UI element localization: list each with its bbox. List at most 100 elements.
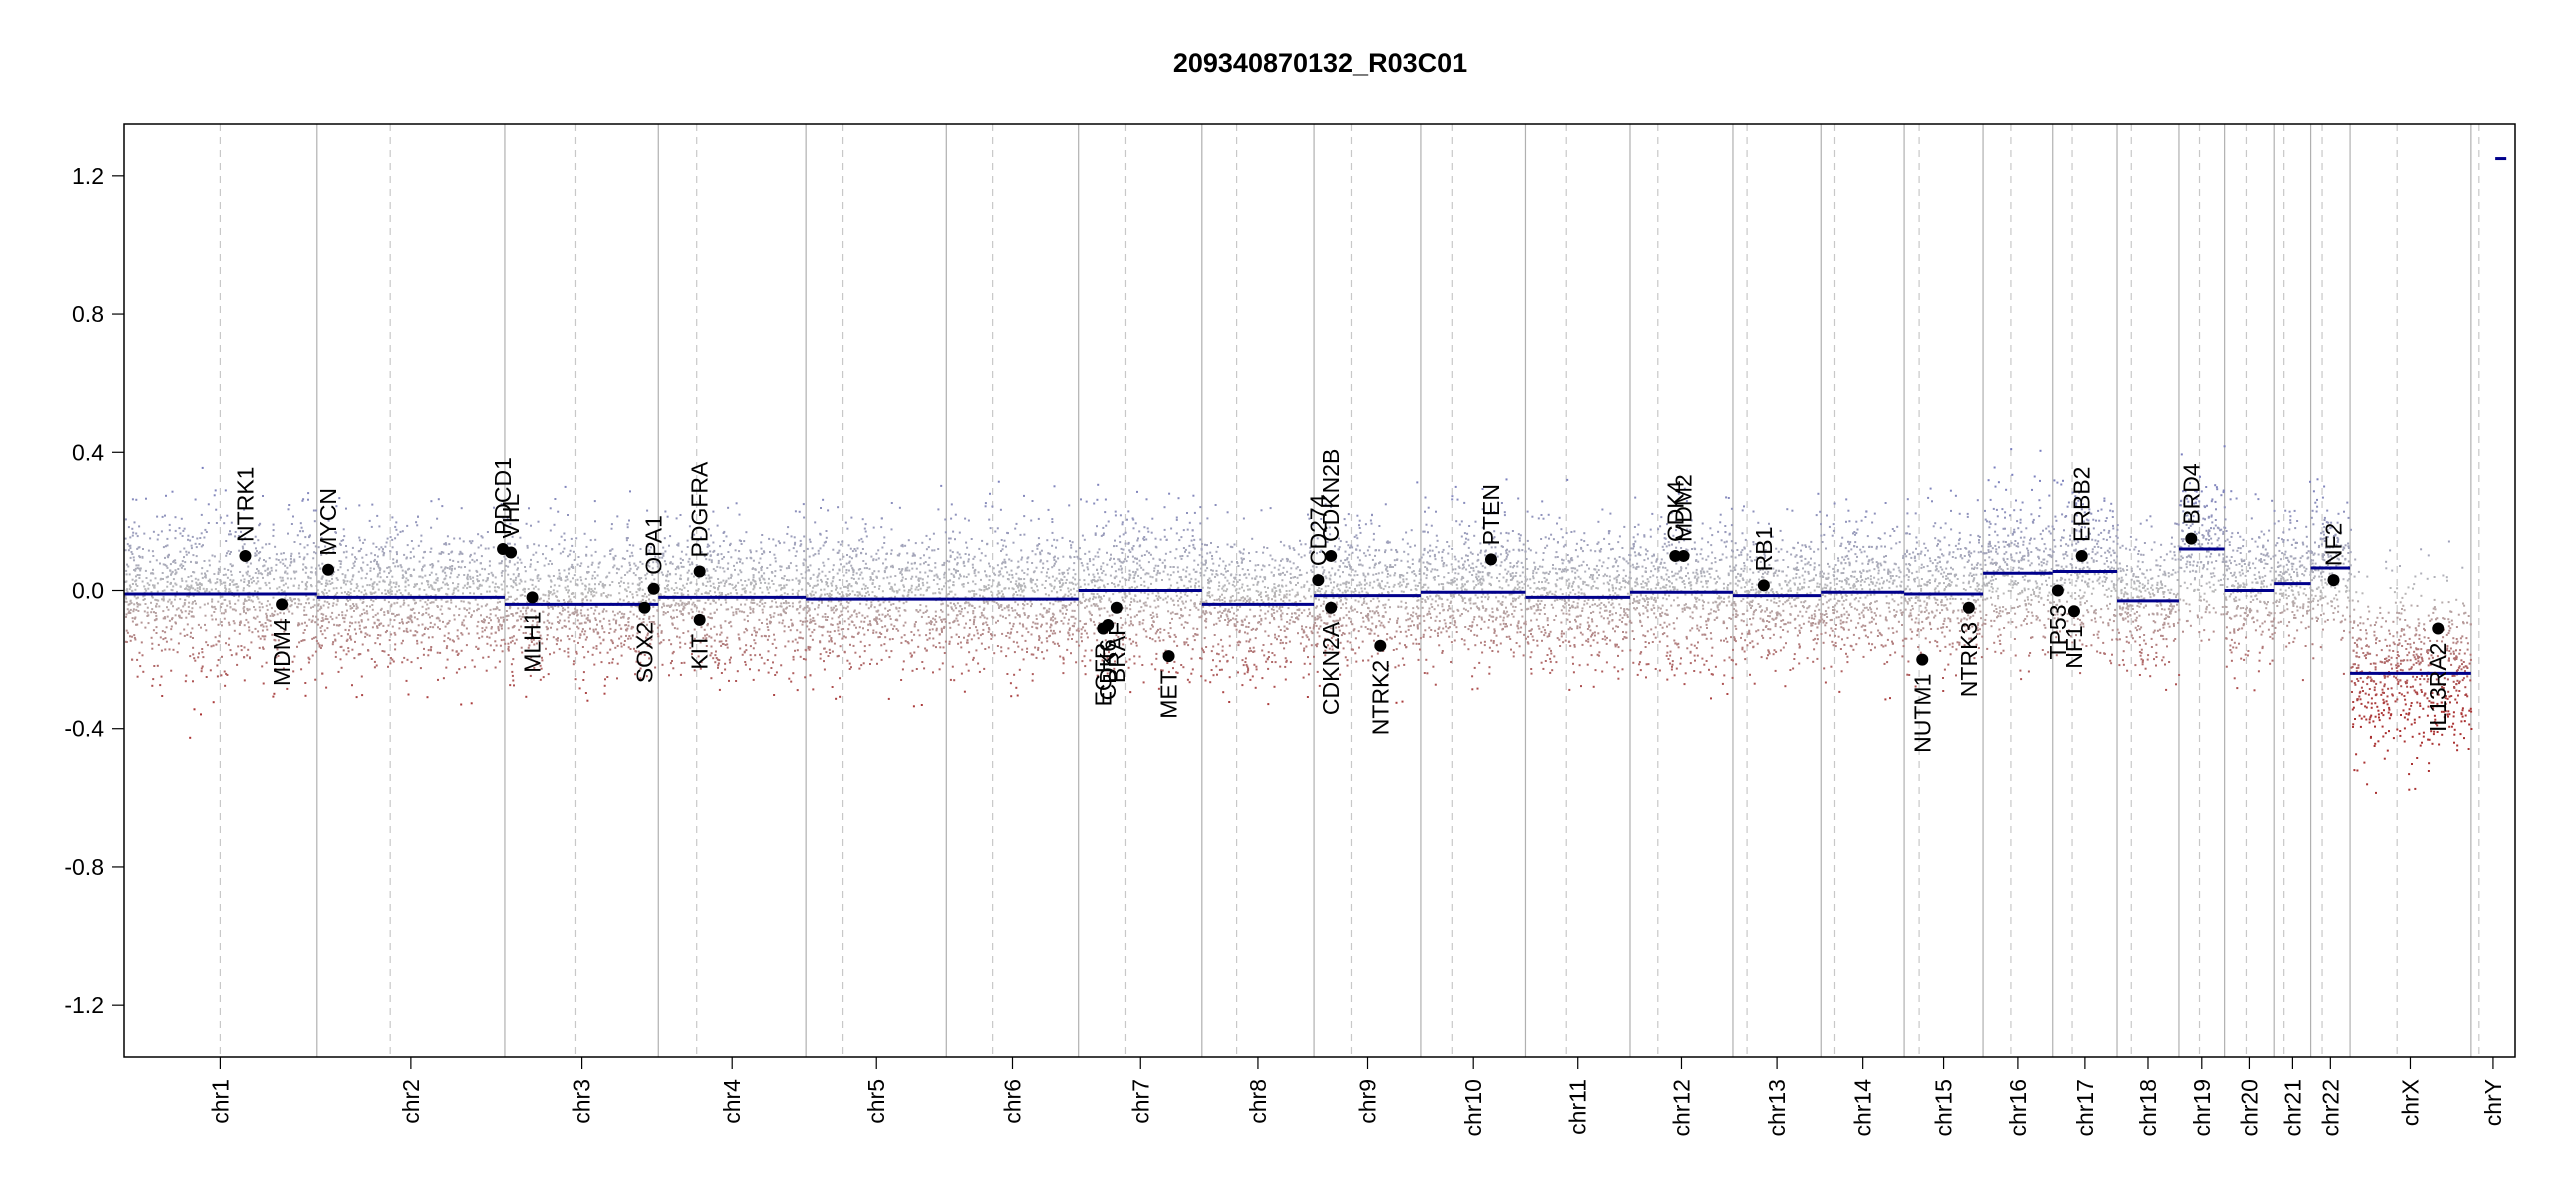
- gene-marker-TP53: [2051, 584, 2064, 597]
- gene-marker-BRD4: [2185, 532, 2198, 545]
- x-tick-label: chr15: [1931, 1079, 1957, 1137]
- gene-marker-NTRK2: [1374, 639, 1387, 652]
- gene-marker-CDK6: [1102, 619, 1115, 632]
- gene-marker-ERBB2: [2075, 549, 2088, 562]
- x-tick-label: chr20: [2236, 1079, 2262, 1137]
- gene-label-CDKN2A: CDKN2A: [1318, 621, 1344, 715]
- x-tick-label: chr14: [1850, 1079, 1876, 1137]
- probe-points-chr18: [2117, 515, 2181, 691]
- x-tick-label: chr16: [2005, 1079, 2031, 1137]
- y-tick-label: -0.8: [64, 854, 104, 880]
- y-tick-label: -1.2: [64, 992, 104, 1018]
- gene-label-BRAF: BRAF: [1104, 622, 1130, 683]
- probe-points-chrX: [2350, 540, 2473, 794]
- gene-label-MYCN: MYCN: [315, 488, 341, 556]
- gene-label-NTRK3: NTRK3: [1956, 622, 1982, 697]
- gene-marker-MYCN: [322, 563, 335, 576]
- x-tick-label: chr6: [999, 1079, 1025, 1124]
- gene-marker-OPA1: [647, 582, 660, 595]
- gene-label-OPA1: OPA1: [641, 515, 667, 575]
- gene-label-PTEN: PTEN: [1478, 484, 1504, 545]
- x-tick-label: chr11: [1565, 1079, 1591, 1135]
- x-tick-label: chr7: [1127, 1079, 1153, 1124]
- gene-label-ERBB2: ERBB2: [2069, 467, 2095, 542]
- x-tick-label: chr13: [1764, 1079, 1790, 1137]
- gene-marker-BRAF: [1110, 601, 1123, 614]
- gene-label-VHL: VHL: [498, 494, 524, 539]
- x-tick-label: chr19: [2189, 1079, 2215, 1137]
- gene-label-NTRK1: NTRK1: [232, 467, 258, 542]
- probe-points-chr17: [2052, 479, 2119, 675]
- x-tick-label: chr21: [2279, 1079, 2305, 1137]
- probe-points-chr20: [2224, 490, 2276, 692]
- x-tick-label: chrY: [2480, 1079, 2506, 1126]
- gene-label-CDK4: CDK4: [1662, 480, 1688, 542]
- x-tick-label: chrX: [2397, 1079, 2423, 1126]
- gene-marker-MET: [1162, 650, 1175, 663]
- gene-label-MDM2: MDM2: [1671, 474, 1697, 542]
- x-tick-label: chr17: [2072, 1079, 2098, 1137]
- gene-label-KIT: KIT: [687, 634, 713, 670]
- probe-points-chr12: [1630, 487, 1735, 700]
- gene-marker-CDK4: [1669, 549, 1682, 562]
- gene-marker-IL13RA2: [2432, 622, 2445, 635]
- y-tick-label: 0.4: [72, 439, 104, 465]
- gene-label-SOX2: SOX2: [631, 622, 657, 683]
- y-tick-label: 0.0: [72, 578, 104, 604]
- gene-label-CDKN2B: CDKN2B: [1318, 449, 1344, 542]
- gene-marker-SOX2: [638, 601, 651, 614]
- gene-marker-MDM4: [276, 598, 289, 611]
- gene-marker-CDKN2A: [1325, 601, 1338, 614]
- x-tick-label: chr3: [569, 1079, 595, 1124]
- y-tick-label: -0.4: [64, 716, 104, 742]
- gene-label-MET: MET: [1156, 670, 1182, 719]
- gene-marker-PTEN: [1484, 553, 1497, 566]
- gene-marker-MDM2: [1677, 549, 1690, 562]
- gene-marker-NTRK3: [1962, 601, 1975, 614]
- probe-points-chr3: [505, 485, 661, 702]
- gene-marker-VHL: [505, 546, 518, 559]
- x-tick-label: chr5: [863, 1079, 889, 1124]
- probe-points-chr11: [1525, 478, 1632, 691]
- gene-label-BRD4: BRD4: [2178, 463, 2204, 525]
- x-tick-label: chr12: [1668, 1079, 1694, 1137]
- probe-points-chr2: [316, 483, 507, 706]
- gene-label-PDCD1: PDCD1: [490, 457, 516, 535]
- x-tick-label: chr18: [2135, 1079, 2161, 1137]
- gene-marker-CDKN2B: [1325, 549, 1338, 562]
- gene-label-RB1: RB1: [1751, 527, 1777, 572]
- gene-marker-NF1: [2067, 605, 2080, 618]
- x-tick-label: chr9: [1355, 1079, 1381, 1124]
- probe-points-chr21: [2274, 480, 2312, 682]
- gene-marker-NF2: [2327, 574, 2340, 587]
- gene-marker-RB1: [1757, 579, 1770, 592]
- probe-points-chr1: [124, 466, 319, 739]
- gene-marker-CD274: [1312, 574, 1325, 587]
- gene-label-EGFR: EGFR: [1090, 643, 1116, 707]
- chart-title: 209340870132_R03C01: [1173, 48, 1467, 78]
- x-tick-label: chr22: [2317, 1079, 2343, 1137]
- gene-label-IL13RA2: IL13RA2: [2425, 643, 2451, 733]
- gene-marker-KIT: [693, 613, 706, 626]
- gene-label-NUTM1: NUTM1: [1909, 674, 1935, 753]
- x-tick-label: chr8: [1245, 1079, 1271, 1124]
- gene-marker-NTRK1: [239, 549, 252, 562]
- gene-marker-NUTM1: [1916, 653, 1929, 666]
- probe-points-chr4: [658, 502, 809, 696]
- x-tick-label: chr4: [719, 1079, 745, 1124]
- x-tick-label: chr1: [207, 1079, 233, 1124]
- gene-label-TP53: TP53: [2045, 605, 2071, 660]
- gene-label-PDGFRA: PDGFRA: [687, 461, 713, 558]
- gene-label-MDM4: MDM4: [269, 618, 295, 686]
- gene-marker-MLH1: [526, 591, 539, 604]
- probe-points-chr10: [1420, 478, 1527, 691]
- gene-label-NF1: NF1: [2061, 625, 2087, 668]
- probe-points-chr13: [1733, 492, 1823, 688]
- probe-points-chr14: [1821, 498, 1906, 701]
- plot-frame: [123, 123, 2516, 1058]
- gene-label-MLH1: MLH1: [520, 611, 546, 672]
- gene-label-NTRK2: NTRK2: [1367, 660, 1393, 735]
- x-tick-label: chr2: [398, 1079, 424, 1124]
- probe-points-chr22: [2310, 478, 2352, 675]
